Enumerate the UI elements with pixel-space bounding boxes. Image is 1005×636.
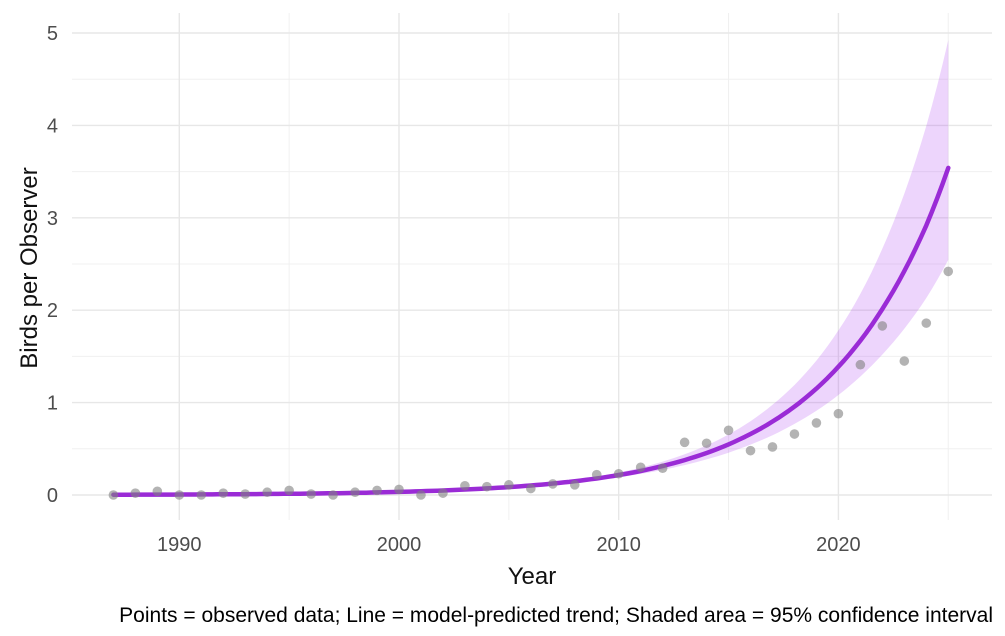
y-axis-title: Birds per Observer	[16, 167, 43, 368]
y-axis-tick-labels: 0 1 2 3 4 5	[47, 23, 58, 507]
y-tick-label: 5	[47, 23, 58, 45]
data-point	[547, 479, 558, 489]
data-point	[811, 418, 822, 428]
y-tick-label: 1	[47, 393, 58, 415]
trend-line-path	[111, 165, 951, 497]
y-tick-label: 0	[47, 485, 58, 507]
data-point	[350, 487, 360, 498]
data-point	[306, 489, 316, 499]
x-tick-label: 2000	[377, 534, 422, 556]
data-point	[284, 485, 294, 496]
data-point	[613, 468, 624, 479]
data-point	[174, 490, 185, 500]
y-tick-label: 4	[47, 115, 58, 137]
data-point	[767, 442, 778, 452]
data-point	[394, 484, 404, 495]
data-point	[438, 488, 448, 498]
data-point	[152, 486, 163, 497]
data-point	[569, 480, 580, 490]
x-tick-label: 1990	[157, 534, 202, 556]
data-point	[262, 487, 272, 498]
observed-data-points	[108, 266, 954, 500]
data-point	[108, 490, 119, 500]
y-tick-label: 2	[47, 300, 58, 322]
data-point	[921, 318, 932, 328]
data-point	[723, 425, 734, 436]
data-point	[679, 437, 690, 448]
data-point	[328, 490, 338, 500]
data-point	[701, 438, 712, 449]
data-point	[877, 321, 888, 331]
y-tick-label: 3	[47, 208, 58, 230]
data-point	[218, 488, 229, 498]
major-gridlines	[72, 13, 992, 520]
data-point	[855, 359, 866, 370]
chart-caption: Points = observed data; Line = model-pre…	[119, 604, 993, 627]
x-axis-title: Year	[508, 563, 557, 590]
data-point	[504, 480, 514, 490]
data-point	[460, 480, 470, 491]
data-point	[416, 490, 426, 500]
data-point	[196, 490, 207, 500]
data-point	[130, 488, 141, 498]
data-point	[657, 463, 668, 474]
data-point	[372, 485, 382, 496]
trend-line	[111, 165, 951, 497]
data-point	[789, 429, 800, 439]
x-tick-label: 2010	[596, 534, 641, 556]
data-point	[591, 469, 602, 480]
data-point	[240, 489, 251, 499]
data-point	[482, 481, 492, 492]
data-point	[833, 408, 844, 419]
data-point	[745, 445, 756, 456]
data-point	[943, 266, 954, 277]
confidence-ribbon	[113, 40, 949, 495]
data-point	[635, 462, 646, 473]
minor-gridlines	[72, 13, 992, 520]
x-tick-label: 2020	[816, 534, 861, 556]
data-point	[526, 483, 536, 494]
x-axis-tick-labels: 1990 2000 2010 2020	[157, 534, 861, 556]
ci-ribbon-area	[113, 40, 949, 495]
data-point	[899, 356, 910, 366]
